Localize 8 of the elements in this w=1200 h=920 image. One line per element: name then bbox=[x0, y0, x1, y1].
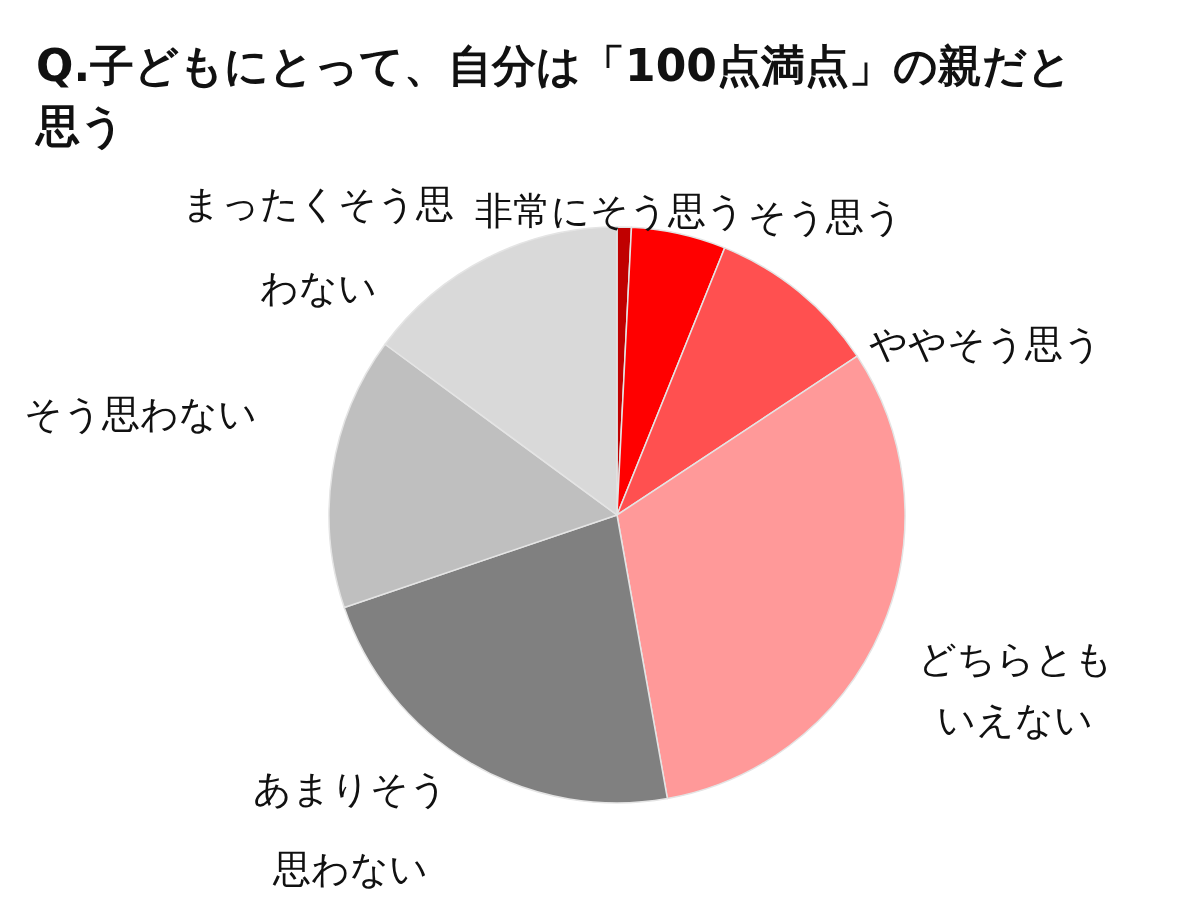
slice-label: ややそう思う bbox=[867, 322, 1103, 368]
chart-title: Q.子どもにとって、自分は「100点満点」の親だと思う bbox=[36, 39, 1073, 153]
slice-label: 非常にそう思う bbox=[475, 189, 745, 234]
slice-label: そう思わない bbox=[22, 392, 258, 438]
slice-label: まったくそう思わない bbox=[181, 181, 455, 312]
slice-label: どちらともいえない bbox=[916, 636, 1114, 744]
slice-label: あまりそう思わない bbox=[251, 766, 449, 893]
slice-label: そう思う bbox=[746, 195, 904, 241]
